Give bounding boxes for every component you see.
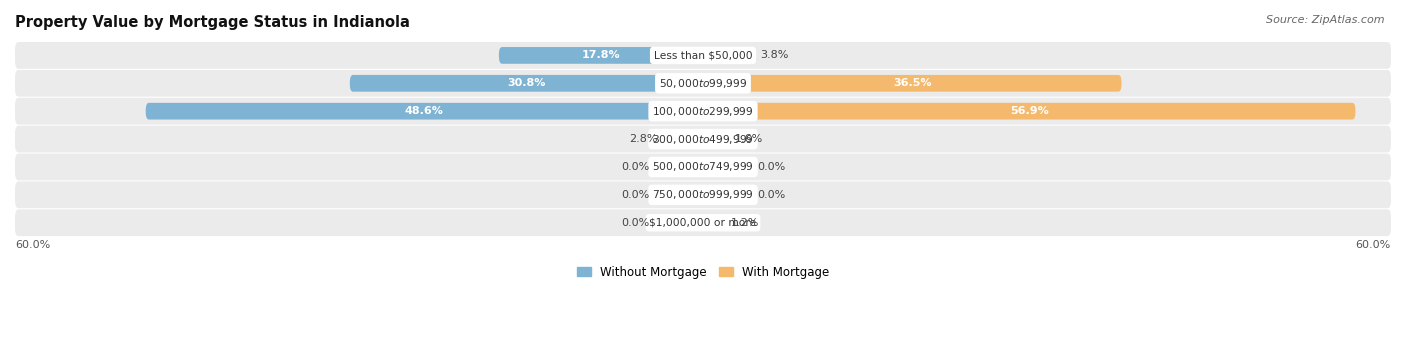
Text: 2.8%: 2.8% [628,134,657,144]
Text: 1.6%: 1.6% [735,134,763,144]
FancyBboxPatch shape [703,214,717,231]
FancyBboxPatch shape [15,153,1391,180]
FancyBboxPatch shape [15,42,1391,69]
Legend: Without Mortgage, With Mortgage: Without Mortgage, With Mortgage [576,266,830,279]
FancyBboxPatch shape [662,214,703,231]
FancyBboxPatch shape [703,103,1355,120]
Text: 3.8%: 3.8% [761,50,789,60]
FancyBboxPatch shape [15,181,1391,208]
FancyBboxPatch shape [15,70,1391,97]
Text: 60.0%: 60.0% [15,240,51,250]
Text: 60.0%: 60.0% [1355,240,1391,250]
Text: $100,000 to $299,999: $100,000 to $299,999 [652,105,754,118]
FancyBboxPatch shape [15,98,1391,124]
Text: $300,000 to $499,999: $300,000 to $499,999 [652,133,754,146]
Text: 36.5%: 36.5% [893,78,932,88]
Text: 0.0%: 0.0% [756,162,785,172]
FancyBboxPatch shape [671,131,703,147]
FancyBboxPatch shape [662,187,703,203]
Text: 0.0%: 0.0% [756,190,785,200]
FancyBboxPatch shape [703,131,721,147]
Text: 56.9%: 56.9% [1010,106,1049,116]
FancyBboxPatch shape [15,209,1391,236]
Text: 0.0%: 0.0% [621,190,650,200]
Text: $1,000,000 or more: $1,000,000 or more [650,218,756,228]
FancyBboxPatch shape [703,187,744,203]
FancyBboxPatch shape [703,159,744,175]
FancyBboxPatch shape [146,103,703,120]
Text: 0.0%: 0.0% [621,218,650,228]
Text: 17.8%: 17.8% [582,50,620,60]
Text: Less than $50,000: Less than $50,000 [654,50,752,60]
FancyBboxPatch shape [662,159,703,175]
Text: $500,000 to $749,999: $500,000 to $749,999 [652,161,754,174]
FancyBboxPatch shape [703,47,747,64]
Text: $750,000 to $999,999: $750,000 to $999,999 [652,188,754,201]
Text: Property Value by Mortgage Status in Indianola: Property Value by Mortgage Status in Ind… [15,15,411,30]
FancyBboxPatch shape [350,75,703,92]
Text: 30.8%: 30.8% [508,78,546,88]
FancyBboxPatch shape [15,126,1391,152]
Text: $50,000 to $99,999: $50,000 to $99,999 [659,77,747,90]
FancyBboxPatch shape [703,75,1122,92]
Text: 0.0%: 0.0% [621,162,650,172]
FancyBboxPatch shape [499,47,703,64]
Text: 48.6%: 48.6% [405,106,444,116]
Text: Source: ZipAtlas.com: Source: ZipAtlas.com [1267,15,1385,25]
Text: 1.2%: 1.2% [731,218,759,228]
